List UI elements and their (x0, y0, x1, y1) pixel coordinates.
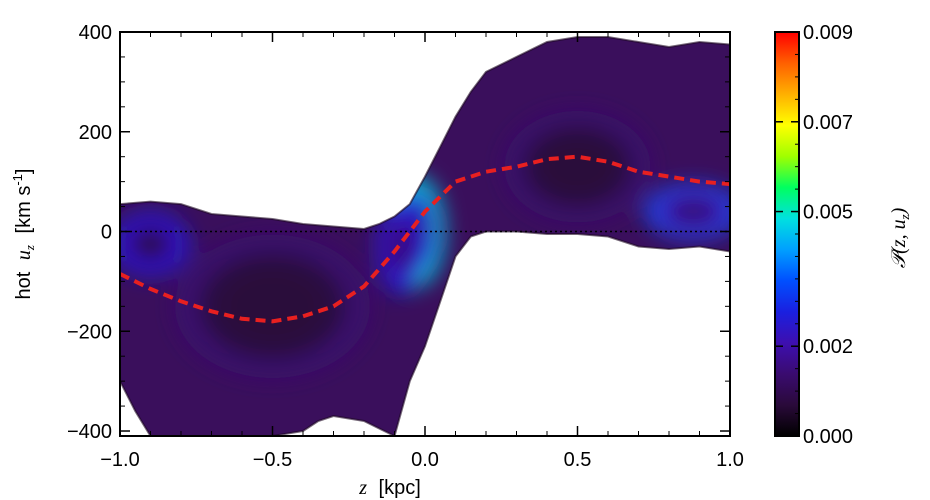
density-peak (130, 228, 171, 260)
y-axis-prefix: hot (13, 271, 35, 299)
y-tick-label: −200 (67, 321, 112, 343)
y-axis-unit: [km s (13, 186, 35, 234)
plot-area (120, 36, 730, 436)
x-tick-label: 0.5 (564, 449, 592, 471)
y-axis-title: hot uz [km s-1] (10, 169, 39, 300)
density-peak (223, 270, 322, 343)
density-peaks (120, 110, 730, 379)
colorbar-tick-label: 0.005 (803, 202, 853, 224)
x-tick-label: −0.5 (253, 449, 292, 471)
y-axis-unit-end: ] (13, 169, 35, 175)
x-axis-var: z (358, 477, 367, 499)
y-tick-label: 400 (79, 22, 112, 44)
y-tick-label: −400 (67, 421, 112, 443)
colorbar-tick-label: 0.007 (803, 112, 853, 134)
x-axis-unit: [kpc] (379, 477, 421, 499)
mean-velocity-curve (120, 154, 730, 324)
distribution-envelope (120, 36, 730, 436)
x-axis-title: z [kpc] (358, 477, 421, 499)
colorbar-tick-label: 0.009 (803, 22, 853, 44)
colorbar-title: 𝒫(z, uz) (888, 207, 912, 268)
colorbar-tick-label: 0.002 (803, 336, 853, 358)
colorbar-end: ) (888, 207, 910, 215)
colorbar-tick-label: 0.000 (803, 426, 853, 448)
x-tick-label: −1.0 (100, 449, 139, 471)
density-peak (669, 197, 718, 226)
density-peak (540, 138, 615, 195)
y-axis: 400 200 0 −200 −400 (67, 22, 730, 443)
x-tick-label: 0.0 (411, 449, 439, 471)
colorbar: 0.009 0.007 0.005 0.002 0.000 𝒫(z, uz) (774, 22, 912, 448)
x-axis: −1.0 −0.5 0.0 0.5 1.0 (100, 32, 744, 471)
colorbar-ticks: 0.009 0.007 0.005 0.002 0.000 (775, 22, 853, 448)
y-tick-label: 0 (101, 222, 112, 244)
x-tick-label: 1.0 (716, 449, 744, 471)
colorbar-sub: z (897, 214, 912, 220)
colorbar-args: (z, u (888, 219, 910, 253)
y-axis-sub: z (22, 245, 37, 251)
y-axis-unit-sup: -1 (10, 174, 25, 186)
density-peak (388, 222, 413, 271)
y-tick-label: 200 (79, 122, 112, 144)
density-field (120, 37, 730, 436)
y-axis-var: u (13, 250, 35, 260)
